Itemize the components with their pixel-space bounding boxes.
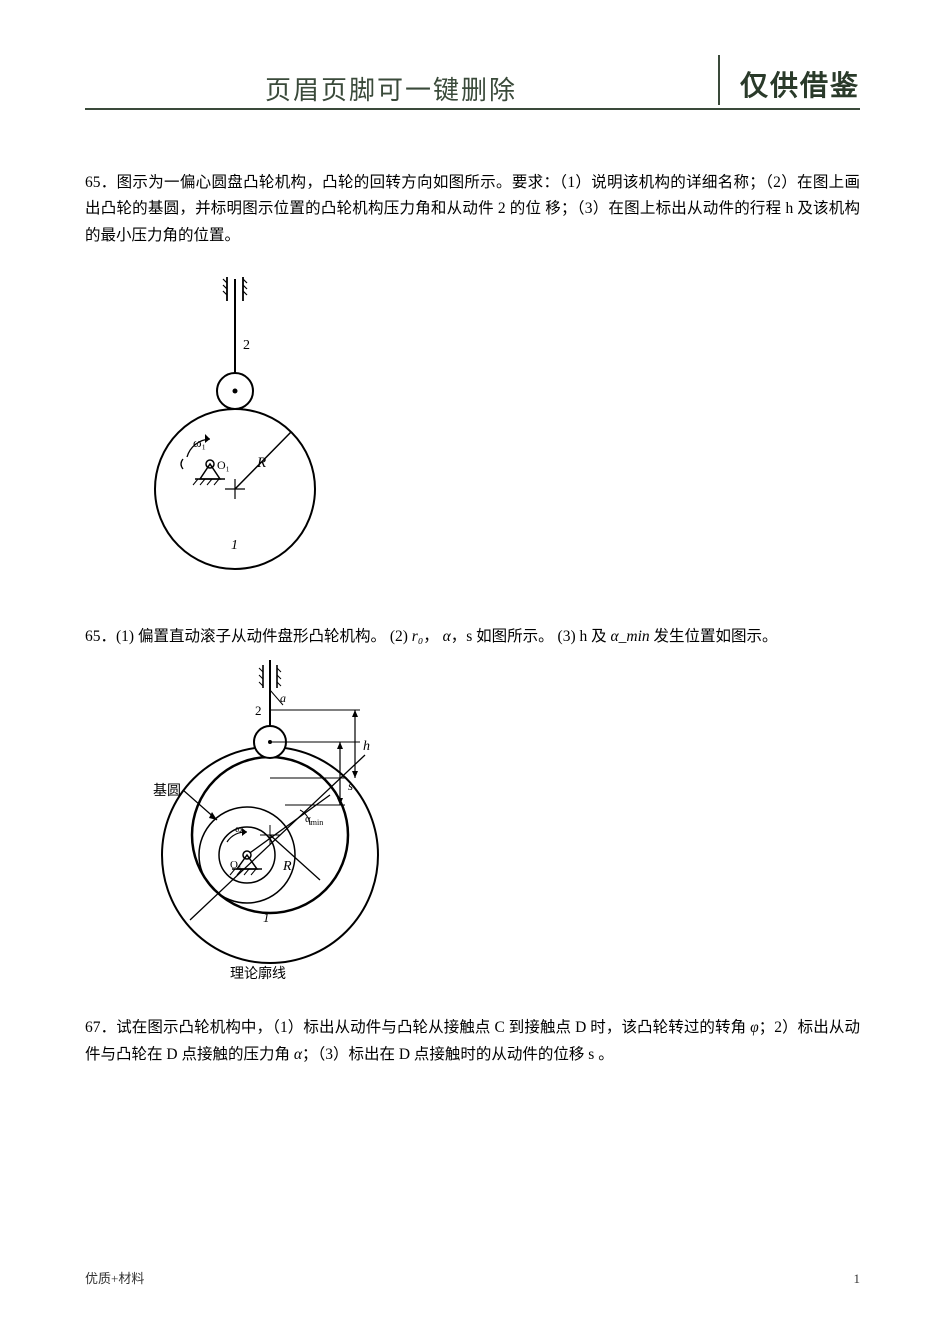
cam-diagram-2: 2 a h s R xyxy=(135,660,415,980)
sym-alpha-b: α xyxy=(294,1046,302,1063)
q67-num: 67． xyxy=(85,1019,116,1036)
label-jiyuan: 基圆 xyxy=(153,782,181,799)
label-amin: αmin xyxy=(305,813,323,827)
label-lilun: 理论廓线 xyxy=(230,965,286,980)
label-O1: O₁ xyxy=(217,458,230,472)
label-O1b: O₁ xyxy=(230,859,242,871)
label-Rb: R xyxy=(282,859,292,874)
page-footer: 优质+材料 1 xyxy=(85,1268,860,1287)
label-a: a xyxy=(280,691,286,705)
label-2: 2 xyxy=(243,338,250,353)
question-65: 65．图示为一偏心圆盘凸轮机构，凸轮的回转方向如图所示。要求：（1）说明该机构的… xyxy=(85,170,860,249)
figure-65-2: 2 a h s R xyxy=(135,660,860,985)
page-header: 页眉页脚可一键删除 仅供借鉴 xyxy=(85,60,860,130)
q65-number: 65． xyxy=(85,174,117,191)
q65-text: 图示为一偏心圆盘凸轮机构，凸轮的回转方向如图所示。要求：（1）说明该机构的详细名… xyxy=(85,174,860,244)
q67-text-a: 试在图示凸轮机构中，（1）标出从动件与凸轮从接触点 C 到接触点 D 时，该凸轮… xyxy=(116,1019,750,1036)
sym-r0: r₀ xyxy=(412,628,423,645)
header-divider xyxy=(718,55,720,105)
answer-65: 65．(1) 偏置直动滚子从动件盘形凸轮机构。 (2) r₀， α，s 如图所示… xyxy=(85,624,860,650)
cam-diagram-1: 2 R 1 O₁ ω₁ xyxy=(135,269,335,579)
label-omega: ω₁ xyxy=(193,435,206,450)
ans65-p1d: 发生位置如图示。 xyxy=(650,628,778,645)
sym-amin: α_min xyxy=(610,628,649,645)
ans65-p1b: ， xyxy=(423,628,442,645)
label-1: 1 xyxy=(231,538,238,553)
question-67: 67．试在图示凸轮机构中，（1）标出从动件与凸轮从接触点 C 到接触点 D 时，… xyxy=(85,1015,860,1068)
sym-alpha: α xyxy=(443,628,451,645)
header-underline xyxy=(85,108,860,110)
ans65-p1a: (1) 偏置直动滚子从动件盘形凸轮机构。 (2) xyxy=(116,628,412,645)
label-R: R xyxy=(256,455,266,471)
label-s: s xyxy=(348,778,353,793)
label-omegab: ω₁ xyxy=(235,823,246,835)
header-right-text: 仅供借鉴 xyxy=(740,64,860,104)
footer-left: 优质+材料 xyxy=(85,1271,144,1286)
ans65-p1c: ，s 如图所示。 (3) h 及 xyxy=(451,628,611,645)
ans65-num: 65． xyxy=(85,628,116,645)
q67-text-c: ；（3）标出在 D 点接触时的从动件的位移 s 。 xyxy=(302,1046,614,1063)
label-h: h xyxy=(363,739,370,754)
header-center-text: 页眉页脚可一键删除 xyxy=(265,70,517,107)
figure-65-1: 2 R 1 O₁ ω₁ xyxy=(135,269,860,584)
label-1b: 1 xyxy=(263,910,270,925)
sym-phi: φ xyxy=(750,1019,759,1036)
label-2b: 2 xyxy=(255,703,262,718)
footer-page-number: 1 xyxy=(854,1271,861,1287)
